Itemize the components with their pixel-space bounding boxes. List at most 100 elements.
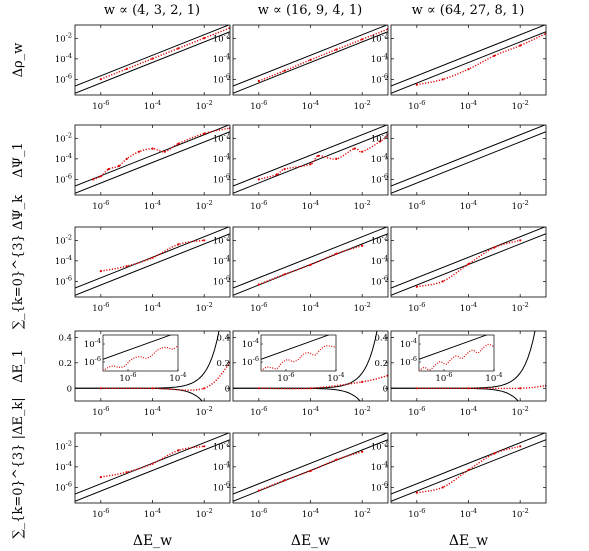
inset-data-series — [261, 345, 336, 371]
x-tick-label: 10-2 — [512, 405, 529, 418]
inset-plot: 10-6 10-4 10-6 10-4 — [84, 334, 187, 384]
data-point-5 — [203, 37, 206, 40]
inset-plot: 10-6 10-4 10-6 10-4 — [242, 334, 345, 384]
panel-r3-c3: 10-6 10-4 10-2 10-6 10-4 10-2 — [371, 226, 547, 314]
x-tick-label: 10-4 — [144, 405, 161, 418]
data-point-3 — [309, 58, 312, 62]
data-point-10 — [203, 132, 206, 135]
x-axis-label-3: ΔE_w — [449, 533, 488, 549]
y-tick-label: 10-6 — [371, 72, 388, 85]
data-point-1 — [257, 283, 260, 286]
plot-area — [75, 433, 230, 502]
data-point-3 — [467, 68, 470, 71]
x-tick-label: 10-6 — [250, 301, 267, 314]
y-tick-label: 10-2 — [371, 233, 388, 246]
y-tick-label: 10-4 — [55, 52, 72, 65]
y-tick-label: 10-2 — [213, 439, 230, 452]
data-point-2 — [125, 67, 128, 70]
data-point-5 — [203, 239, 206, 242]
inset-x-tick-label: 10-4 — [485, 371, 502, 384]
y-tick-label: 10-6 — [371, 480, 388, 493]
data-point-5 — [361, 244, 364, 247]
x-tick-label: 10-2 — [512, 199, 529, 212]
data-point-8 — [163, 150, 166, 153]
data-point-8 — [361, 150, 364, 153]
data-point-3 — [151, 57, 154, 60]
inset-plot: 10-6 10-4 10-6 10-4 — [400, 334, 503, 384]
y-tick-label: 0.4 — [58, 333, 72, 343]
y-tick-label: 10-2 — [371, 439, 388, 452]
data-point-5 — [125, 157, 128, 160]
y-tick-label: 10-6 — [213, 72, 230, 85]
y-tick-label: 10-6 — [55, 480, 72, 493]
y-tick-label: 0 — [67, 384, 72, 394]
y-tick-label: 0.2 — [374, 359, 388, 369]
data-point-4 — [309, 163, 312, 166]
inset-frame — [102, 334, 179, 372]
data-point-3 — [283, 168, 286, 171]
data-point-7 — [151, 147, 154, 150]
inset-reference-line — [419, 335, 488, 360]
plot-area — [233, 433, 388, 502]
data-point-1 — [99, 78, 102, 81]
panel-r1-c3: 10-6 10-4 10-2 10-6 10-4 10-2 — [371, 24, 547, 112]
data-point-3 — [361, 380, 364, 383]
y-tick-label: 0.2 — [58, 359, 72, 369]
x-tick-label: 10-4 — [144, 301, 161, 314]
data-point-5 — [519, 445, 522, 448]
y-tick-label: 10-6 — [213, 480, 230, 493]
plot-area — [75, 125, 230, 194]
data-point-1 — [257, 178, 260, 181]
y-tick-label: 10-4 — [55, 254, 72, 267]
y-tick-label: 10-4 — [371, 254, 388, 267]
data-point-7 — [353, 147, 356, 150]
data-point-3 — [151, 462, 154, 465]
data-series — [416, 385, 546, 390]
x-tick-label: 10-2 — [354, 301, 371, 314]
y-tick-label: 10-2 — [213, 233, 230, 246]
y-tick-label: 10-2 — [213, 31, 230, 44]
data-point-1 — [99, 476, 102, 479]
x-tick-label: 10-2 — [196, 405, 213, 418]
x-tick-label: 10-6 — [408, 99, 425, 112]
data-point-3 — [309, 263, 312, 266]
inset-y-tick-label: 10-6 — [400, 355, 417, 368]
data-point-1 — [257, 387, 260, 390]
x-tick-label: 10-6 — [92, 199, 109, 212]
x-tick-label: 10-6 — [92, 99, 109, 112]
x-tick-label: 10-6 — [250, 199, 267, 212]
panel-r4-c3: 10-6 10-4 10-2 0 0.2 0.4 10-6 10-4 10-6 10-4 — [374, 330, 547, 418]
x-tick-label: 10-4 — [302, 99, 319, 112]
data-point-2 — [125, 265, 128, 268]
reference-line-1 — [391, 25, 546, 87]
panel-r3-c2: 10-6 10-4 10-2 10-6 10-4 10-2 — [213, 226, 389, 314]
data-point-3 — [309, 469, 312, 472]
y-tick-label: 10-4 — [371, 152, 388, 165]
y-tick-label: 10-6 — [213, 172, 230, 185]
x-tick-label: 10-6 — [250, 405, 267, 418]
reference-line-2 — [75, 31, 230, 94]
data-point-1 — [415, 491, 418, 494]
y-tick-label: 10-4 — [55, 152, 72, 165]
x-tick-label: 10-6 — [408, 199, 425, 212]
panel-r4-c1: 10-6 10-4 10-2 0 0.2 0.4 10-6 10-4 10-6 10-4 — [58, 330, 231, 418]
panel-r2-c3: 10-6 10-4 10-2 10-6 10-4 10-2 — [371, 124, 547, 212]
panels: 10-6 10-4 10-210-610-410-210-6 10-4 10-210-6… — [55, 24, 547, 520]
inset-frame — [260, 334, 337, 372]
y-tick-label: 10-2 — [55, 31, 72, 44]
x-tick-label: 10-4 — [460, 405, 477, 418]
data-point-2 — [441, 486, 444, 489]
y-tick-label: 0.4 — [216, 333, 230, 343]
data-point-1 — [415, 285, 418, 288]
reference-line-2 — [233, 31, 388, 94]
y-tick-label: 10-4 — [371, 460, 388, 473]
y-tick-label: 0 — [383, 384, 388, 394]
panel-r5-c3: 10-6 10-4 10-2 10-6 10-4 10-2 — [371, 432, 547, 520]
plot-area — [233, 125, 388, 194]
plot-area — [391, 125, 546, 194]
reference-line-2 — [391, 31, 546, 94]
data-series — [258, 134, 388, 181]
x-tick-label: 10-2 — [354, 99, 371, 112]
reference-line-1 — [233, 433, 388, 495]
inset-frame — [418, 334, 495, 372]
